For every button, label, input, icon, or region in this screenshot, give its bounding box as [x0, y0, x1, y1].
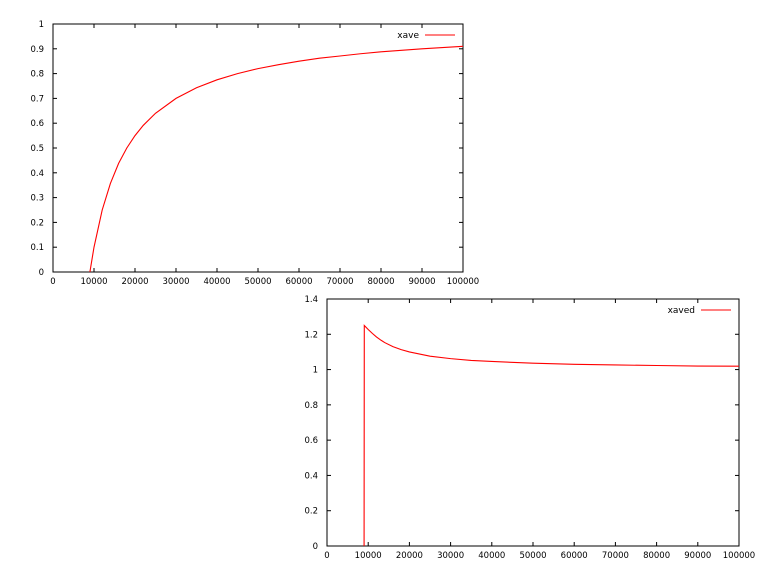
- x-tick-label: 100000: [723, 551, 755, 561]
- x-tick-label: 10000: [355, 551, 382, 561]
- y-tick-label: 0.8: [30, 70, 44, 80]
- x-tick-label: 0: [50, 277, 55, 287]
- x-tick-label: 90000: [684, 551, 711, 561]
- y-tick-label: 0: [39, 268, 44, 278]
- legend-label: xaved: [668, 306, 695, 316]
- x-tick-label: 90000: [408, 277, 435, 287]
- y-tick-label: 0.4: [304, 471, 318, 481]
- x-tick-label: 70000: [602, 551, 629, 561]
- x-tick-label: 70000: [326, 277, 353, 287]
- x-tick-label: 0: [324, 551, 329, 561]
- y-tick-label: 1: [313, 366, 318, 376]
- y-tick-label: 1.4: [304, 295, 318, 305]
- x-tick-label: 20000: [121, 277, 148, 287]
- y-tick-label: 0.7: [30, 94, 44, 104]
- y-tick-label: 0.1: [30, 243, 44, 253]
- x-tick-label: 40000: [478, 551, 505, 561]
- x-tick-label: 100000: [447, 277, 479, 287]
- series-line-xaved: [363, 324, 740, 547]
- legend-label: xave: [397, 31, 419, 41]
- x-tick-label: 30000: [162, 277, 189, 287]
- y-tick-label: 0.2: [30, 218, 44, 228]
- y-tick-label: 0.9: [30, 45, 44, 55]
- y-tick-label: 0.6: [30, 119, 44, 129]
- plot-frame: [326, 298, 740, 547]
- y-tick-label: 0.2: [304, 507, 318, 517]
- x-tick-label: 80000: [367, 277, 394, 287]
- y-tick-label: 0.6: [304, 436, 318, 446]
- x-tick-label: 80000: [643, 551, 670, 561]
- x-tick-label: 10000: [80, 277, 107, 287]
- y-tick-label: 0.3: [30, 194, 44, 204]
- y-tick-label: 0: [313, 542, 318, 552]
- x-tick-label: 50000: [244, 277, 271, 287]
- chart-1: 0 10000 20000 30000 40000 50000 60000 70000 8000…: [30, 20, 479, 287]
- y-tick-label: 1.2: [304, 330, 318, 340]
- x-tick-label: 60000: [285, 277, 312, 287]
- y-tick-label: 1: [39, 20, 44, 30]
- x-tick-label: 30000: [437, 551, 464, 561]
- plot-frame: [52, 23, 464, 273]
- y-tick-label: 0.8: [304, 401, 318, 411]
- y-tick-label: 0.4: [30, 169, 44, 179]
- series-line-xave: [89, 45, 464, 273]
- x-tick-label: 50000: [519, 551, 546, 561]
- chart-2: 0 10000 20000 30000 40000 50000 60000 70000 8000…: [304, 295, 755, 561]
- x-tick-label: 40000: [203, 277, 230, 287]
- y-tick-label: 0.5: [30, 144, 44, 154]
- x-tick-label: 60000: [561, 551, 588, 561]
- x-tick-label: 20000: [396, 551, 423, 561]
